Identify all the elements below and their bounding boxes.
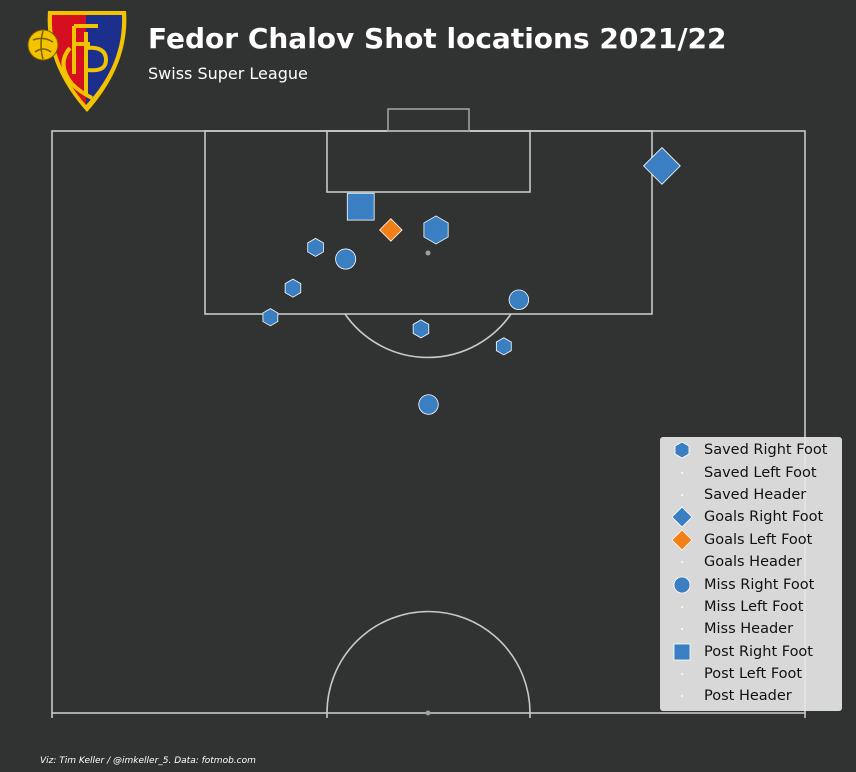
legend-label: Saved Right Foot (704, 442, 828, 459)
legend-marker-hexagon-icon (674, 441, 690, 459)
legend-marker-circle-icon (673, 576, 691, 593)
shot-marker-9 (262, 308, 279, 327)
legend-label: Goals Left Foot (704, 531, 813, 548)
shot-marker-8 (508, 289, 530, 310)
shot-marker-6 (335, 248, 357, 270)
chart-title: Fedor Chalov Shot locations 2021/22 (148, 22, 727, 55)
legend-label: Goals Header (704, 554, 802, 571)
legend-label: Post Right Foot (704, 643, 813, 660)
legend-label: Saved Left Foot (704, 464, 817, 481)
penalty-spot (425, 250, 431, 256)
shot-marker-2 (346, 192, 375, 221)
legend-marker-square-icon (673, 643, 691, 661)
shot-marker-5 (307, 237, 324, 257)
legend-label: Goals Right Foot (704, 509, 824, 526)
legend-entry: Goals Right Foot (660, 506, 842, 528)
legend-entry: Post Left Foot (660, 663, 842, 685)
legend: Saved Right Foot Saved Left Foot Saved Hea… (660, 437, 842, 711)
center-spot (425, 710, 431, 716)
shots-layer (262, 147, 681, 415)
legend-entry: Saved Left Foot (660, 461, 842, 483)
legend-label: Post Left Foot (704, 666, 803, 683)
legend-marker-dot-icon (681, 695, 683, 698)
legend-marker-dot-icon (681, 628, 683, 631)
legend-marker-dot-icon (681, 605, 683, 608)
legend-label: Miss Header (704, 621, 794, 638)
shot-marker-11 (495, 337, 512, 356)
legend-entry: Miss Left Foot (660, 596, 842, 618)
shot-marker-3 (379, 218, 403, 242)
legend-marker-dot-icon (681, 673, 683, 676)
shot-marker-12 (418, 394, 439, 415)
shot-marker-1 (643, 147, 681, 185)
legend-entry: Miss Header (660, 618, 842, 640)
legend-marker-diamond-icon (671, 529, 693, 551)
legend-entry: Miss Right Foot (660, 573, 842, 595)
six-yard-box (326, 130, 531, 193)
legend-label: Post Header (704, 688, 792, 705)
legend-marker-diamond-icon (671, 506, 693, 528)
legend-entry: Goals Left Foot (660, 529, 842, 551)
legend-label: Saved Header (704, 486, 807, 503)
chart-subtitle: Swiss Super League (148, 64, 308, 83)
legend-marker-dot-icon (681, 471, 683, 474)
legend-entry: Saved Header (660, 484, 842, 506)
legend-entry: Saved Right Foot (660, 439, 842, 461)
credit-text: Viz: Tim Keller / @imkeller_5. Data: fot… (40, 756, 256, 766)
legend-entry: Goals Header (660, 551, 842, 573)
center-circle-arc (326, 610, 531, 714)
legend-marker-dot-icon (681, 561, 683, 564)
shot-marker-7 (284, 278, 302, 298)
shot-marker-4 (423, 215, 449, 245)
legend-label: Miss Left Foot (704, 598, 804, 615)
legend-marker-dot-icon (681, 493, 683, 496)
legend-entry: Post Right Foot (660, 641, 842, 663)
legend-entry: Post Header (660, 685, 842, 707)
goal (387, 108, 470, 132)
legend-label: Miss Right Foot (704, 576, 815, 593)
shot-marker-10 (412, 319, 430, 339)
penalty-arc (344, 313, 512, 359)
fc-basel-crest-icon (27, 11, 127, 112)
